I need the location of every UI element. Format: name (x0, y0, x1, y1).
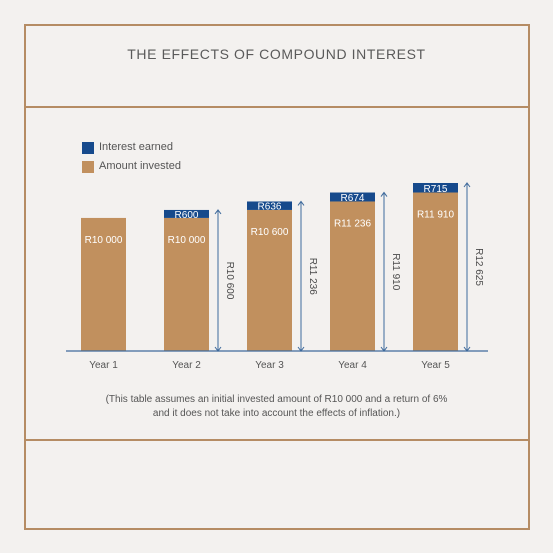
footnote-line-1: (This table assumes an initial invested … (105, 394, 448, 405)
bar-invested-1 (81, 217, 126, 351)
footnote: (This table assumes an initial invested … (0, 393, 553, 421)
legend-swatch-invested (82, 161, 94, 173)
bar-interest-4 (330, 192, 375, 202)
bar-label-invested-2: R10 000 (168, 235, 206, 246)
bar-invested-4 (330, 201, 375, 351)
x-tick-label-4: Year 4 (338, 360, 367, 371)
total-label-3: R11 236 (307, 258, 318, 296)
x-tick-label-5: Year 5 (421, 360, 450, 371)
bar-interest-5 (413, 183, 458, 193)
x-tick-label-1: Year 1 (89, 360, 118, 371)
bar-label-invested-5: R11 910 (417, 210, 455, 221)
bar-label-invested-3: R10 600 (251, 227, 289, 238)
bar-invested-3 (247, 209, 292, 351)
footer-divider (24, 439, 530, 441)
page-title: THE EFFECTS OF COMPOUND INTEREST (127, 46, 426, 62)
outer-frame (24, 24, 530, 530)
total-bracket-arrow-top-4 (380, 191, 388, 197)
bar-label-invested-4: R11 236 (334, 218, 372, 229)
x-tick-label-3: Year 3 (255, 360, 284, 371)
bar-invested-2 (164, 217, 209, 351)
bar-label-interest-5: R715 (424, 184, 448, 195)
total-bracket-arrow-top-3 (297, 200, 305, 206)
total-label-5: R12 625 (473, 248, 484, 286)
header-divider (24, 106, 530, 108)
bar-interest-2 (164, 209, 209, 218)
total-label-4: R11 910 (390, 253, 401, 291)
total-bracket-arrow-top-5 (463, 182, 471, 188)
total-bracket-arrow-top-2 (214, 209, 222, 215)
bar-label-interest-4: R674 (341, 193, 365, 204)
bar-label-invested-1: R10 000 (85, 235, 123, 246)
total-label-2: R10 600 (224, 262, 235, 300)
footnote-line-2: and it does not take into account the ef… (152, 408, 401, 419)
bar-interest-3 (247, 201, 292, 210)
legend-swatch-interest (82, 142, 94, 154)
x-tick-label-2: Year 2 (172, 360, 201, 371)
legend-label-interest: Interest earned (99, 141, 173, 153)
bar-invested-5 (413, 192, 458, 351)
bar-label-interest-3: R636 (258, 202, 282, 213)
legend-label-invested: Amount invested (99, 160, 181, 172)
bar-label-interest-2: R600 (175, 210, 199, 221)
